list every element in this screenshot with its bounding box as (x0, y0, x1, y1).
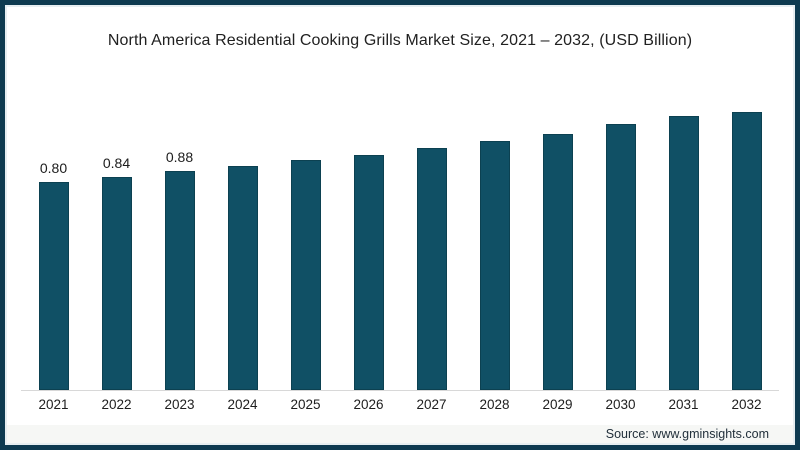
bar-slot-2028 (463, 90, 526, 390)
bar-slot-2029 (526, 90, 589, 390)
bar-slot-2026 (337, 90, 400, 390)
bar-2022: 0.84 (101, 155, 132, 390)
x-tick-2021: 2021 (38, 397, 69, 412)
bar-2032 (731, 112, 762, 390)
x-tick-2030: 2030 (605, 397, 636, 412)
x-tick-2024: 2024 (227, 397, 258, 412)
x-axis-tick-labels: 2021 2022 2023 2024 2025 2026 2027 2028 2029 2030… (22, 397, 778, 412)
plot-area: 0.80 0.84 0.88 (22, 90, 778, 390)
bar-slot-2022: 0.84 (85, 90, 148, 390)
bar-2023: 0.88 (164, 149, 195, 390)
bar-2028 (479, 141, 510, 390)
bar-2025 (290, 160, 321, 390)
bar-slot-2031 (652, 90, 715, 390)
bar-2024 (227, 166, 258, 390)
bar-2031 (668, 116, 699, 390)
bar-2027 (416, 148, 447, 390)
value-label-2023: 0.88 (165, 149, 194, 165)
bar-slot-2032 (715, 90, 778, 390)
bar-slot-2030 (589, 90, 652, 390)
x-tick-2025: 2025 (290, 397, 321, 412)
bar-2026 (353, 155, 384, 390)
bar-2030 (605, 124, 636, 390)
source-text: Source: www.gminsights.com (605, 427, 769, 441)
chart-title: North America Residential Cooking Grills… (107, 32, 693, 49)
bar-2021: 0.80 (38, 160, 69, 390)
footer-band: Source: www.gminsights.com (7, 425, 793, 443)
value-label-2022: 0.84 (102, 155, 131, 171)
x-tick-2023: 2023 (164, 397, 195, 412)
x-tick-2029: 2029 (542, 397, 573, 412)
bar-2029 (542, 134, 573, 390)
bar-slot-2024 (211, 90, 274, 390)
bar-slot-2025 (274, 90, 337, 390)
x-tick-2028: 2028 (479, 397, 510, 412)
bar-slot-2027 (400, 90, 463, 390)
bar-slot-2021: 0.80 (22, 90, 85, 390)
x-tick-2032: 2032 (731, 397, 762, 412)
x-tick-2022: 2022 (101, 397, 132, 412)
x-tick-2031: 2031 (668, 397, 699, 412)
value-label-2021: 0.80 (39, 160, 68, 176)
x-tick-2026: 2026 (353, 397, 384, 412)
x-tick-2027: 2027 (416, 397, 447, 412)
bar-slot-2023: 0.88 (148, 90, 211, 390)
x-axis-line (21, 390, 779, 391)
